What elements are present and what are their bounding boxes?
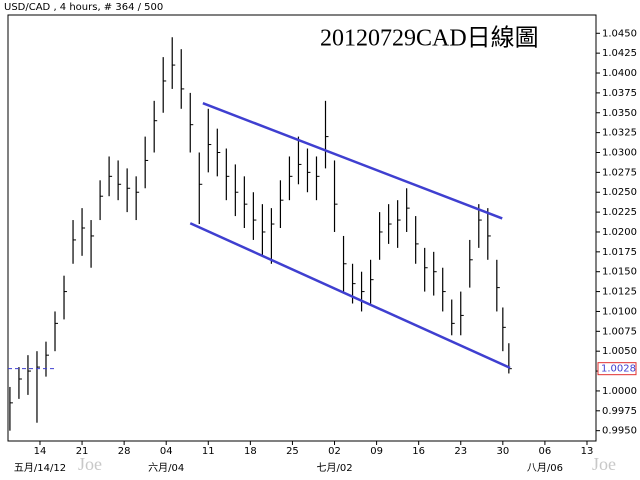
y-tick-label: 1.0325 — [602, 128, 637, 139]
month-label: 七月/02 — [316, 462, 352, 474]
last-price-label: 1.0028 — [601, 364, 636, 375]
y-tick-label: 0.9950 — [602, 426, 637, 437]
y-tick-label: 1.0400 — [602, 68, 637, 79]
x-tick-label: 13 — [581, 446, 594, 457]
y-tick-label: 1.0450 — [602, 28, 637, 39]
y-tick-label: 1.0000 — [602, 386, 637, 397]
x-tick-label: 04 — [160, 446, 173, 457]
x-tick-label: 25 — [286, 446, 299, 457]
y-tick-label: 1.0275 — [602, 167, 637, 178]
y-tick-label: 1.0125 — [602, 287, 637, 298]
x-tick-label: 18 — [244, 446, 257, 457]
watermark: Joe — [592, 454, 616, 474]
trend-line — [189, 222, 511, 370]
y-tick-label: 1.0050 — [602, 346, 637, 357]
x-tick-label: 11 — [202, 446, 215, 457]
y-tick-label: 1.0375 — [602, 88, 637, 99]
trend-line — [202, 102, 503, 220]
x-tick-label: 14 — [34, 446, 47, 457]
y-tick-label: 1.0350 — [602, 108, 637, 119]
month-label: 八月/06 — [527, 462, 563, 474]
x-tick-label: 02 — [328, 446, 341, 457]
x-tick-label: 23 — [454, 446, 467, 457]
y-tick-label: 1.0100 — [602, 306, 637, 317]
y-tick-label: 1.0175 — [602, 247, 637, 258]
month-label: 六月/04 — [148, 462, 184, 474]
x-tick-label: 28 — [118, 446, 131, 457]
x-tick-label: 21 — [76, 446, 89, 457]
chart-header: USD/CAD , 4 hours, # 364 / 500 — [4, 2, 163, 13]
y-tick-label: 1.0300 — [602, 147, 637, 158]
x-tick-label: 16 — [412, 446, 425, 457]
y-tick-label: 1.0075 — [602, 326, 637, 337]
plot-frame — [7, 14, 597, 442]
y-tick-label: 0.9975 — [602, 406, 637, 417]
y-tick-label: 1.0225 — [602, 207, 637, 218]
y-tick-label: 1.0150 — [602, 267, 637, 278]
chart-title: 20120729CAD日線圖 — [320, 25, 539, 52]
y-tick-label: 1.0200 — [602, 227, 637, 238]
month-label: 五月/14/12 — [14, 462, 66, 474]
last-price-box — [597, 362, 637, 376]
y-tick-label: 1.0250 — [602, 187, 637, 198]
x-tick-label: 09 — [370, 446, 383, 457]
watermark: Joe — [78, 454, 102, 474]
y-tick-label: 1.0425 — [602, 48, 637, 59]
x-tick-label: 30 — [496, 446, 509, 457]
x-tick-label: 06 — [539, 446, 552, 457]
